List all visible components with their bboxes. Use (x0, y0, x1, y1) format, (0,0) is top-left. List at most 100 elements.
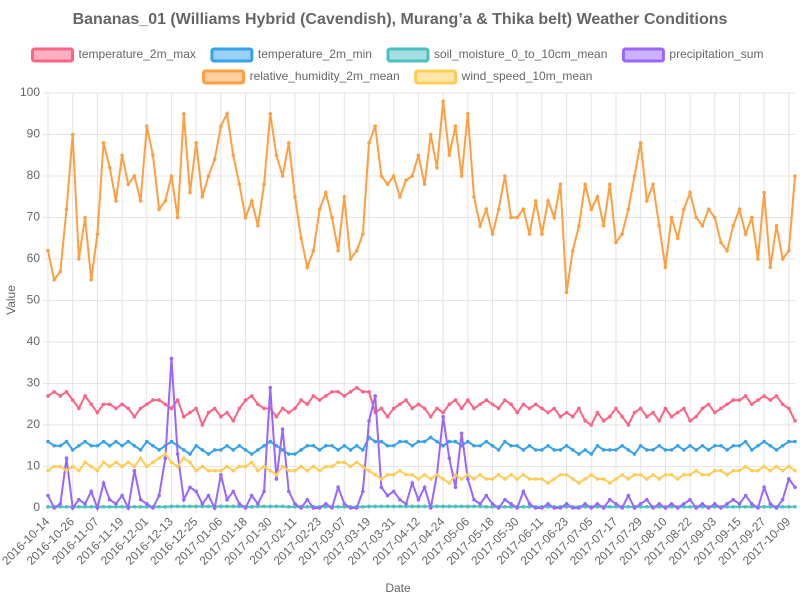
legend-item: temperature_2m_max (31, 47, 196, 63)
data-point (157, 207, 161, 211)
data-point (743, 504, 748, 509)
data-point (478, 502, 482, 506)
data-point (552, 215, 557, 220)
data-point (194, 468, 198, 473)
data-point (379, 504, 384, 509)
data-point (632, 506, 637, 510)
data-point (515, 477, 519, 481)
data-point (682, 502, 686, 506)
data-point (626, 493, 631, 498)
legend-label: precipitation_sum (669, 47, 763, 61)
data-point (280, 504, 285, 509)
data-point (601, 224, 606, 228)
data-point (453, 398, 458, 402)
data-point (385, 504, 390, 509)
x-axis-title: Date (385, 581, 411, 595)
data-point (305, 443, 310, 448)
data-point (299, 464, 303, 469)
data-point (725, 402, 729, 407)
data-point (626, 207, 631, 211)
data-point (503, 398, 507, 402)
data-point (342, 502, 347, 506)
data-point (89, 402, 94, 407)
data-point (305, 265, 310, 270)
legend-item: soil_moisture_0_to_10cm_mean (386, 47, 607, 63)
data-point (293, 194, 297, 199)
data-point (509, 502, 513, 506)
data-point (651, 473, 655, 477)
data-point (441, 477, 445, 481)
data-point (682, 473, 686, 477)
y-tick-label: 40 (27, 334, 41, 348)
data-point (540, 448, 544, 452)
data-point (793, 504, 797, 509)
data-point (533, 402, 538, 407)
data-point (490, 232, 495, 236)
data-point (564, 410, 569, 415)
data-point (336, 485, 340, 490)
data-point (324, 502, 328, 506)
data-point (182, 111, 186, 116)
data-point (237, 502, 242, 506)
data-point (675, 477, 680, 481)
data-point (422, 406, 427, 411)
data-point (175, 452, 180, 456)
data-point (361, 464, 365, 469)
data-point (595, 477, 600, 481)
data-point (712, 410, 717, 415)
data-point (490, 443, 495, 448)
data-point (688, 473, 692, 477)
data-point (188, 410, 192, 415)
data-point (552, 406, 557, 411)
data-point (503, 174, 507, 178)
data-point (132, 443, 137, 448)
data-point (361, 489, 365, 494)
data-point (89, 464, 94, 469)
data-point (354, 248, 359, 253)
data-point (780, 257, 785, 261)
data-point (638, 473, 643, 477)
data-point (540, 477, 544, 481)
data-point (743, 464, 748, 469)
data-point (466, 504, 470, 509)
data-point (107, 497, 112, 502)
data-point (515, 410, 519, 415)
data-point (682, 406, 686, 411)
data-point (595, 504, 600, 509)
data-point (459, 174, 464, 178)
data-point (552, 448, 557, 452)
data-point (169, 356, 174, 361)
data-point (694, 506, 699, 510)
data-point (151, 443, 155, 448)
data-point (780, 402, 785, 407)
data-point (496, 207, 501, 211)
data-point (774, 448, 779, 452)
data-point (787, 464, 791, 469)
data-point (52, 443, 56, 448)
data-point (144, 464, 149, 469)
data-point (620, 443, 624, 448)
data-point (459, 504, 464, 509)
data-point (453, 504, 458, 509)
data-point (496, 506, 501, 510)
y-tick-label: 30 (27, 376, 41, 390)
data-point (540, 406, 544, 411)
data-point (484, 477, 489, 481)
data-point (595, 443, 600, 448)
data-point (262, 504, 266, 509)
data-point (286, 452, 291, 456)
data-point (107, 165, 112, 170)
data-point (391, 504, 396, 509)
data-point (280, 464, 285, 469)
data-point (774, 464, 779, 469)
data-point (410, 406, 415, 411)
data-point (52, 464, 56, 469)
data-point (614, 448, 618, 452)
data-point (144, 402, 149, 407)
data-point (601, 506, 606, 510)
data-point (645, 448, 649, 452)
data-point (762, 190, 766, 195)
data-point (509, 443, 513, 448)
data-point (361, 448, 365, 452)
data-point (472, 477, 476, 481)
